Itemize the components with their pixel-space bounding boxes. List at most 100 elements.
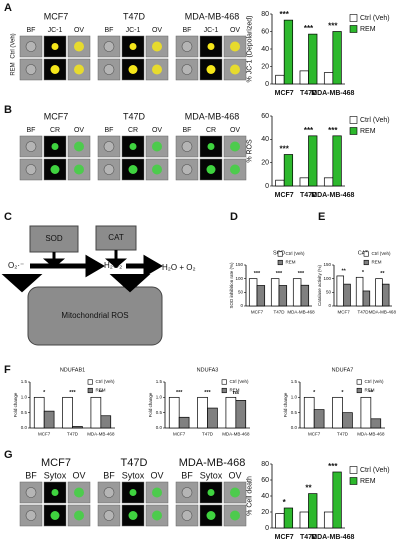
significance-label: *** — [279, 10, 289, 19]
legend-label: Ctrl (Veh) — [360, 467, 390, 474]
bar — [323, 177, 334, 187]
cell-outline — [103, 141, 115, 152]
x-tick-label: MDA-MB-468 — [311, 192, 354, 199]
x-tick-label: MCF7 — [251, 310, 264, 315]
channel-label: JC-1 — [204, 27, 219, 34]
x-tick-label: MCF7 — [308, 432, 321, 437]
x-tick-label: T47D — [337, 432, 349, 437]
significance-label: * — [43, 390, 46, 396]
node-box — [27, 286, 163, 346]
bar — [278, 285, 288, 307]
x-tick-label: MCF7 — [275, 192, 294, 199]
cell-outline — [181, 487, 193, 498]
bar — [308, 33, 318, 85]
cell-signal — [74, 510, 84, 521]
bar — [197, 396, 208, 429]
y-tick-label: 40 — [261, 136, 269, 143]
channel-label: BF — [183, 27, 192, 34]
bar — [299, 511, 309, 529]
significance-label: *** — [304, 24, 314, 33]
node-label: CAT — [108, 233, 124, 242]
channel-label: BF — [181, 470, 193, 480]
cell-signal — [230, 64, 240, 75]
y-tick-label: 0.5 — [291, 410, 298, 415]
channel-label: OV — [228, 470, 241, 480]
x-tick-label: T47D — [300, 192, 317, 199]
cell-signal — [230, 41, 240, 52]
bar — [292, 278, 302, 307]
legend-label: REM — [360, 26, 376, 33]
cell-outline — [181, 164, 193, 175]
y-tick-label: 0.0 — [21, 425, 28, 430]
x-tick-label: MCF7 — [173, 432, 186, 437]
legend-swatch — [277, 259, 283, 266]
cell-outline — [25, 64, 37, 75]
cell-signal — [206, 65, 216, 74]
bar — [323, 72, 334, 85]
cell-signal — [152, 510, 162, 521]
channel-label: OV — [72, 470, 85, 480]
cell-outline — [103, 510, 115, 521]
channel-label: BF — [27, 27, 36, 34]
y-tick-label: 0 — [328, 303, 331, 308]
y-axis-label: % Cell death — [246, 476, 253, 516]
y-tick-label: 1.0 — [291, 395, 298, 400]
legend-swatch — [356, 387, 362, 394]
channel-label: BF — [25, 470, 37, 480]
bar — [100, 415, 112, 429]
significance-label: *** — [298, 271, 305, 277]
legend-label: Ctrl (Veh) — [365, 379, 385, 384]
diagram: SOD CAT Mitochondrial ROS O₂·⁻ H₂O₂ H₂O … — [1, 225, 196, 346]
bar — [360, 396, 372, 429]
channel-label: Sytox — [44, 470, 67, 480]
bar — [313, 409, 325, 429]
significance-label: *** — [254, 271, 261, 277]
legend-label: Ctrl (Veh) — [372, 251, 392, 256]
bar — [332, 471, 342, 529]
cell-outline — [103, 64, 115, 75]
y-tick-label: 0 — [265, 81, 269, 88]
y-tick-label: 80 — [261, 11, 269, 18]
x-tick-label: MDA-MB-468 — [87, 432, 115, 437]
cell-line-label: MCF7 — [41, 457, 71, 469]
legend-label: REM — [286, 260, 296, 265]
bar — [256, 285, 266, 307]
cell-signal — [129, 143, 137, 150]
bar — [207, 407, 218, 429]
legend-label: REM — [365, 388, 375, 393]
cell-signal — [74, 41, 84, 52]
legend-swatch — [363, 251, 369, 257]
legend-swatch — [87, 387, 93, 394]
x-tick-label: T47D — [67, 432, 79, 437]
chart-title: NDUFA3 — [197, 367, 219, 373]
cell-outline — [25, 164, 37, 175]
significance-label: *** — [279, 145, 289, 154]
bar — [248, 278, 258, 307]
arrow — [126, 254, 163, 278]
cell-signal — [129, 489, 137, 496]
bar — [303, 396, 315, 429]
channel-label: Sytox — [200, 470, 223, 480]
y-tick-label: 20 — [261, 509, 269, 516]
bar — [168, 396, 180, 429]
x-tick-label: MCF7 — [275, 534, 294, 541]
bar — [299, 70, 309, 85]
y-tick-label: 1.5 — [156, 379, 163, 384]
significance-label: *** — [276, 271, 283, 277]
channel-label: BF — [105, 27, 114, 34]
legend-label: REM — [360, 128, 376, 135]
y-tick-label: 1.5 — [21, 379, 28, 384]
significance-label: * — [341, 390, 344, 396]
y-axis-label: Fold change — [148, 392, 153, 417]
node-label: Mitochondrial ROS — [61, 311, 128, 320]
cell-line-label: T47D — [123, 111, 146, 121]
x-tick-label: MDA-MB-468 — [222, 432, 250, 437]
legend-swatch — [349, 477, 358, 485]
channel-label: BF — [103, 470, 115, 480]
cell-outline — [181, 64, 193, 75]
y-tick-label: 0 — [265, 183, 269, 190]
channel-label: BF — [105, 127, 114, 134]
y-tick-label: 0.0 — [156, 425, 163, 430]
cell-signal — [128, 511, 138, 520]
y-tick-label: 20 — [261, 160, 269, 167]
